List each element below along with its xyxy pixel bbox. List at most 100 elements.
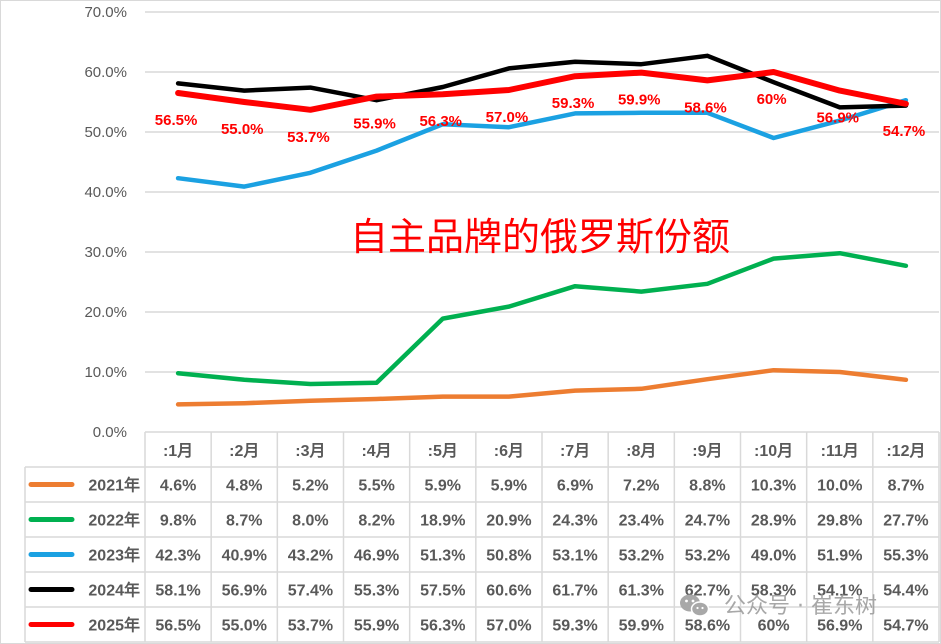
table-header-month: :4月 [361,442,391,460]
table-header-month: :12月 [886,442,925,460]
table-cell: 27.7% [883,513,928,530]
table-cell: 43.2% [288,548,333,565]
table-cell: 4.8% [226,478,262,495]
table-cell: 53.2% [685,548,730,565]
data-label: 56.9% [816,110,859,127]
table-cell: 28.9% [751,513,796,530]
table-cell: 5.2% [292,478,328,495]
table-header-month: :9月 [692,442,722,460]
table-cell: 55.9% [354,618,399,635]
y-tick-label: 0.0% [93,424,127,441]
y-tick-label: 50.0% [84,124,127,141]
watermark: 公众号 · 崔东树 [680,594,877,619]
table-cell: 58.3% [751,583,796,600]
table-cell: 54.7% [883,618,928,635]
data-label: 59.9% [618,92,661,109]
table-cell: 5.9% [491,478,527,495]
y-tick-label: 10.0% [84,364,127,381]
data-label: 59.3% [552,95,595,112]
table-cell: 57.4% [288,583,333,600]
table-cell: 51.9% [817,548,862,565]
table-cell: 55.3% [883,548,928,565]
series-line-2021 [175,367,909,407]
series-line-2024 [175,53,909,110]
y-tick-label: 40.0% [84,184,127,201]
chart-title: 自主品牌的俄罗斯份额 [350,215,730,259]
table-cell: 60% [758,618,790,635]
watermark-text: 公众号 · 崔东树 [724,594,877,619]
table-cell: 56.3% [420,618,465,635]
table-header-month: :7月 [560,442,590,460]
table-cell: 8.7% [888,478,924,495]
table-cell: 46.9% [354,548,399,565]
table-cell: 61.3% [619,583,664,600]
y-tick-label: 70.0% [84,4,127,21]
table-cell: 8.0% [292,513,328,530]
table-header-month: :10月 [754,442,793,460]
legend-label: 2022年 [88,511,140,530]
table-cell: 54.1% [817,583,862,600]
table-cell: 50.8% [486,548,531,565]
table-cell: 54.4% [883,583,928,600]
table-cell: 8.2% [358,513,394,530]
y-tick-label: 20.0% [84,304,127,321]
table-cell: 4.6% [160,478,196,495]
table-cell: 24.7% [685,513,730,530]
table-cell: 56.9% [222,583,267,600]
legend-label: 2025年 [88,616,140,635]
data-label: 56.3% [419,113,462,130]
table-cell: 51.3% [420,548,465,565]
table-cell: 24.3% [552,513,597,530]
y-tick-label: 60.0% [84,64,127,81]
table-cell: 58.1% [155,583,200,600]
series-line-2023 [175,97,909,189]
data-label: 57.0% [486,109,529,126]
data-label: 53.7% [287,129,330,146]
table-cell: 59.9% [619,618,664,635]
table-cell: 59.3% [552,618,597,635]
table-header-month: :2月 [229,442,259,460]
table-cell: 53.1% [552,548,597,565]
legend-label: 2021年 [88,476,140,495]
table-cell: 6.9% [557,478,593,495]
table-cell: 10.0% [817,478,862,495]
data-label: 56.5% [155,112,198,129]
table-cell: 18.9% [420,513,465,530]
table-cell: 56.9% [817,618,862,635]
table-header-month: :1月 [163,442,193,460]
table-header-month: :11月 [821,442,859,460]
table-cell: 55.0% [222,618,267,635]
table-cell: 23.4% [619,513,664,530]
table-cell: 10.3% [751,478,796,495]
table-cell: 56.5% [155,618,200,635]
series-line-2025 [175,69,909,113]
table-cell: 60.6% [486,583,531,600]
table-cell: 29.8% [817,513,862,530]
table-cell: 42.3% [155,548,200,565]
legend-label: 2024年 [88,581,140,600]
data-label: 55.0% [221,121,264,138]
table-cell: 61.7% [552,583,597,600]
table-cell: 9.8% [160,513,196,530]
legend-label: 2023年 [88,546,140,565]
series-lines [175,53,909,407]
table-cell: 58.6% [685,618,730,635]
series-line-2022 [175,250,909,387]
y-tick-label: 30.0% [84,244,127,261]
table-cell: 62.7% [685,583,730,600]
table-cell: 7.2% [623,478,659,495]
data-table: :1月:2月:3月:4月:5月:6月:7月:8月:9月:10月:11月:12月 2… [24,431,940,643]
table-cell: 57.0% [486,618,531,635]
wechat-icon [680,594,710,617]
table-header-month: :3月 [295,442,325,460]
table-cell: 8.7% [226,513,262,530]
data-label: 60% [757,91,787,108]
table-header-month: :6月 [494,442,524,460]
table-cell: 8.8% [689,478,725,495]
table-header-month: :5月 [428,442,458,460]
data-label: 54.7% [883,123,926,140]
table-cell: 5.5% [358,478,394,495]
table-cell: 49.0% [751,548,796,565]
data-labels-2025: 56.5% 55.0% 53.7% 55.9% 56.3% 57.0% 59.3% 59.9%… [155,91,925,146]
